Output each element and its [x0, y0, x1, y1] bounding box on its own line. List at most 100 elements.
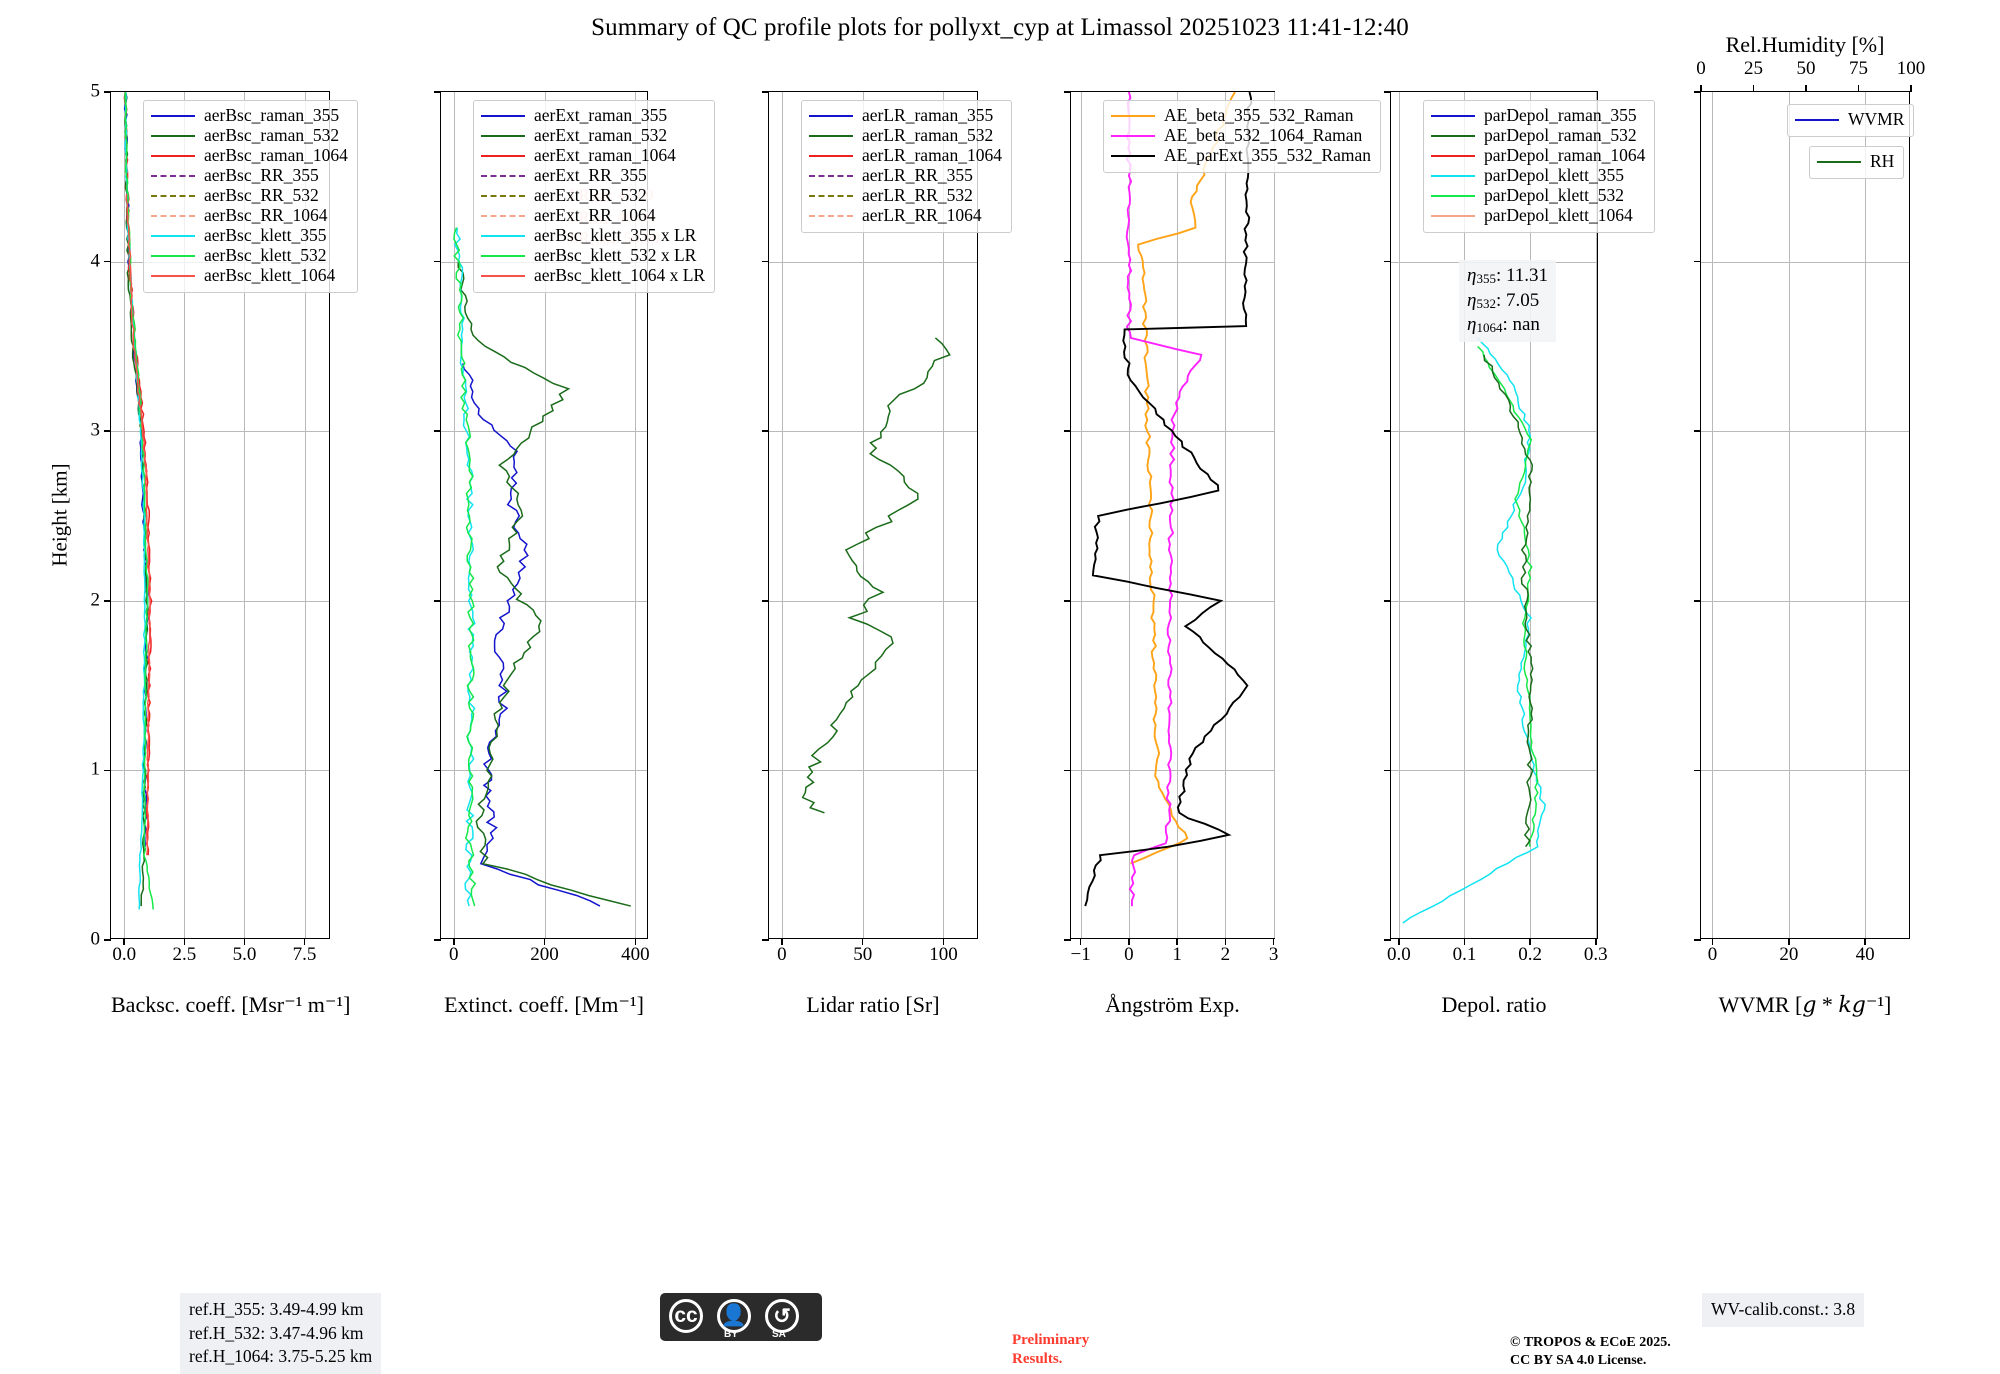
- x-tick-top-label: 25: [1744, 58, 1763, 79]
- legend-key-aerBsc_klett_532 x LR: [481, 255, 525, 257]
- x-tick: [1594, 938, 1597, 945]
- legend-label: parDepol_klett_355: [1484, 165, 1624, 186]
- legend-label: aerLR_raman_1064: [862, 145, 1002, 166]
- legend-label: aerExt_RR_532: [534, 185, 647, 206]
- series-aerLR_raman_532: [801, 337, 951, 814]
- legend-key-aerExt_raman_532: [481, 135, 525, 137]
- x-tick: [1079, 938, 1082, 945]
- plot-panel-lidar-ratio: 0 50 100 Lidar ratio [Sr] aerLR_raman_355 aer…: [762, 91, 1012, 1017]
- legend-row: aerBsc_RR_532: [151, 186, 348, 206]
- legend-label: parDepol_raman_355: [1484, 105, 1637, 126]
- data-curves: [123, 92, 154, 910]
- legend-row: aerBsc_RR_1064: [151, 206, 348, 226]
- series-aerExt_klett_532 x LR: [453, 227, 477, 907]
- y-tick: [104, 430, 111, 432]
- plot-panel-angstrom: −1 0 1 2 3 Ångström Exp. AE_beta_355_532_Raman…: [1064, 91, 1382, 1017]
- grid-line-vertical: [124, 92, 126, 938]
- x-tick-label: 3: [1268, 944, 1279, 965]
- x-tick-top: [1805, 85, 1807, 92]
- legend-row: aerLR_RR_1064: [809, 206, 1002, 226]
- grid-line-vertical: [1273, 92, 1275, 938]
- grid-line-vertical: [635, 92, 637, 938]
- x-tick-label: 1: [1172, 944, 1182, 965]
- plot-panel-wvmr: 0 20 40 0 25 50 75 100 Rel.Humidity [%] WVMR [𝑔 *…: [1694, 32, 1925, 1017]
- x-tick-label: 20: [1779, 944, 1799, 965]
- legend-row: RH: [1817, 152, 1894, 172]
- y-tick: [104, 769, 111, 772]
- x-axis-label-extinction: Extinct. coeff. [Mm⁻¹]: [444, 992, 644, 1017]
- x-tick-top-label: 100: [1896, 58, 1926, 79]
- x-tick-label: 0.3: [1583, 944, 1608, 965]
- legend-key-AE_parExt_355_532_Raman: [1111, 155, 1155, 157]
- legend-label: aerExt_raman_532: [534, 125, 668, 146]
- legend-row: aerBsc_klett_1064: [151, 266, 348, 286]
- legend-row: aerLR_RR_532: [809, 186, 1002, 206]
- grid-line-horizontal: [769, 431, 977, 433]
- grid-line-horizontal: [1391, 770, 1597, 772]
- credit-note: © TROPOS & ECoE 2025. CC BY SA 4.0 Licens…: [1510, 1335, 1671, 1369]
- y-tick: [762, 769, 769, 772]
- grid-line-vertical: [1530, 92, 1532, 938]
- x-tick: [543, 938, 546, 945]
- x-tick: [942, 938, 945, 945]
- grid-line-vertical: [304, 92, 306, 938]
- x-axis-label-angstrom: Ångström Exp.: [1105, 992, 1240, 1017]
- grid-line-vertical: [1080, 92, 1082, 938]
- legend-key-aerLR_raman_355: [809, 115, 853, 117]
- x-tick-label: 7.5: [292, 944, 317, 965]
- legend-row: aerBsc_raman_532: [151, 126, 348, 146]
- y-tick: [1694, 430, 1701, 432]
- series-AE_beta_532_1064_Raman: [1125, 92, 1203, 907]
- y-tick: [762, 430, 769, 432]
- y-tick: [434, 600, 441, 602]
- y-tick: [104, 91, 111, 93]
- y-tick: [1064, 91, 1071, 93]
- x-tick: [452, 938, 455, 945]
- legend-row: aerBsc_klett_355 x LR: [481, 226, 705, 246]
- grid-line-horizontal: [769, 600, 977, 602]
- legend-key-aerBsc_raman_1064: [151, 155, 195, 157]
- x-tick-label: 400: [621, 944, 650, 965]
- legend-label: RH: [1870, 151, 1895, 172]
- y-tick: [434, 260, 441, 263]
- x-tick: [1463, 938, 1466, 945]
- y-tick: [434, 939, 441, 941]
- x-tick: [861, 938, 864, 945]
- y-tick: [762, 260, 769, 263]
- legend-key-aerBsc_RR_1064: [151, 215, 195, 217]
- legend-label: aerBsc_klett_1064: [204, 265, 336, 286]
- grid-line-horizontal: [1391, 600, 1597, 602]
- x-axis-label-wvmr: WVMR [𝑔 * 𝑘𝑔⁻¹]: [1718, 992, 1892, 1017]
- cc-sa-label: SA: [772, 1329, 786, 1340]
- grid-line-vertical: [184, 92, 186, 938]
- x-tick: [1272, 938, 1275, 945]
- legend-label: aerExt_RR_1064: [534, 205, 656, 226]
- y-tick: [1384, 939, 1391, 941]
- grid-line-horizontal: [1701, 600, 1909, 602]
- legend-label: aerExt_raman_1064: [534, 145, 676, 166]
- legend-row: parDepol_raman_355: [1431, 106, 1645, 126]
- y-tick-label: 5: [90, 80, 101, 102]
- legend-key-aerExt_raman_1064: [481, 155, 525, 157]
- x-tick: [1711, 938, 1714, 945]
- legend-row: aerBsc_raman_355: [151, 106, 348, 126]
- x-tick-top: [1700, 85, 1702, 92]
- grid-line-vertical: [1128, 92, 1130, 938]
- y-tick: [1064, 769, 1071, 772]
- legend-row: aerBsc_klett_532 x LR: [481, 246, 705, 266]
- y-tick: [1064, 260, 1071, 263]
- x-tick: [1176, 938, 1178, 945]
- cc-by-icon: 👤: [717, 1299, 751, 1333]
- grid-line-horizontal: [1071, 261, 1274, 263]
- legend-key-aerBsc_klett_355: [151, 235, 195, 237]
- legend-row: aerLR_RR_355: [809, 166, 1002, 186]
- legend-key-aerLR_raman_1064: [809, 155, 853, 157]
- legend-label: aerLR_raman_355: [862, 105, 994, 126]
- x-tick-label: 0.1: [1452, 944, 1477, 965]
- y-tick: [1694, 939, 1701, 941]
- x-tick-top: [1910, 85, 1912, 92]
- grid-line-horizontal: [769, 770, 977, 772]
- legend-key-aerBsc_raman_532: [151, 135, 195, 137]
- legend-label: AE_parExt_355_532_Raman: [1164, 145, 1372, 166]
